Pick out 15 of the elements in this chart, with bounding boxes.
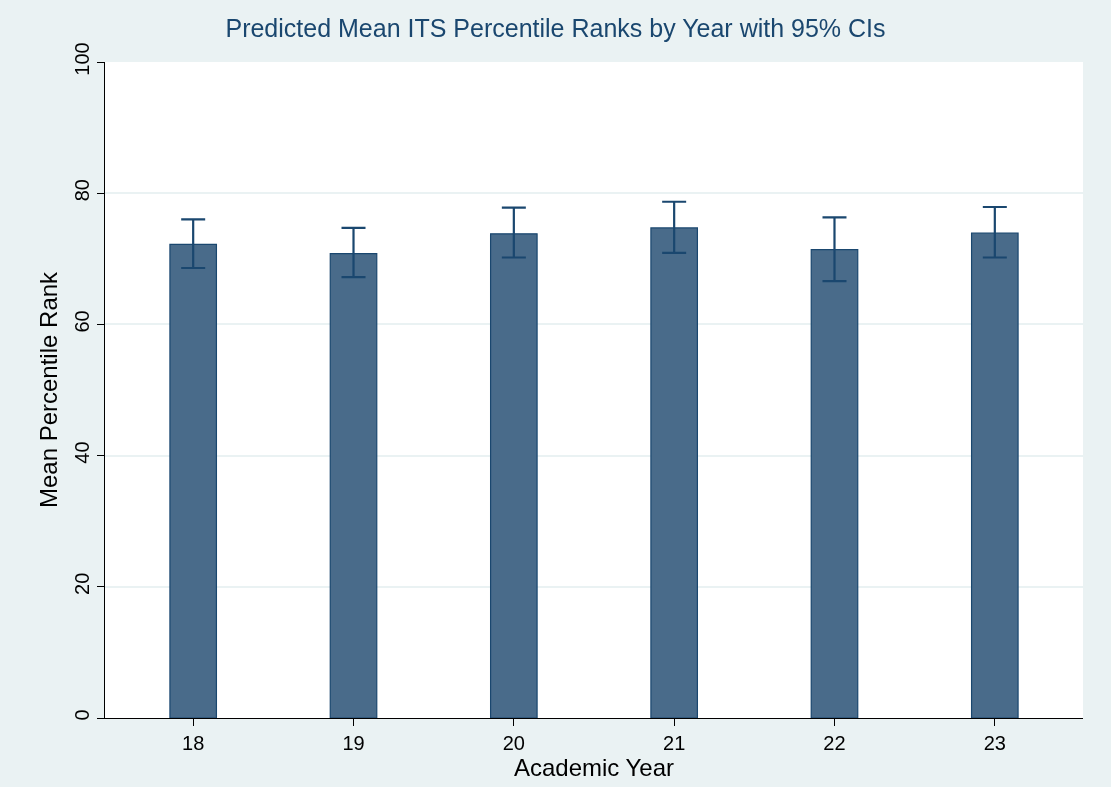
x-tick-label: 20 <box>502 732 525 755</box>
y-tick-label: 80 <box>70 179 93 202</box>
x-tick-label: 19 <box>342 732 365 755</box>
x-tick-label: 21 <box>663 732 686 755</box>
y-tick-label: 20 <box>70 572 93 595</box>
x-tick-label: 23 <box>983 732 1006 755</box>
y-tick-label: 40 <box>70 441 93 464</box>
y-tick-label: 0 <box>70 709 93 721</box>
x-tick-label: 22 <box>823 732 846 755</box>
x-axis-title: Academic Year <box>513 754 675 782</box>
x-tick-label: 18 <box>182 732 205 755</box>
y-tick-label: 100 <box>70 42 93 76</box>
y-axis-title: Mean Percentile Rank <box>35 270 62 509</box>
y-tick-label: 60 <box>70 310 93 333</box>
chart-title: Predicted Mean ITS Percentile Ranks by Year with 95% CIs <box>225 14 886 43</box>
